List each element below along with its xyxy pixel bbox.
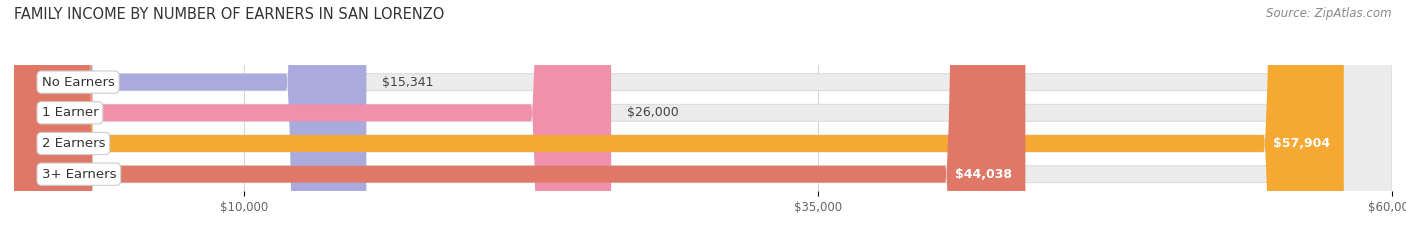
Text: $15,341: $15,341: [382, 76, 434, 89]
FancyBboxPatch shape: [14, 0, 1392, 233]
Text: $26,000: $26,000: [627, 106, 679, 119]
Text: 3+ Earners: 3+ Earners: [42, 168, 117, 181]
Text: No Earners: No Earners: [42, 76, 114, 89]
FancyBboxPatch shape: [14, 0, 1392, 233]
Text: 2 Earners: 2 Earners: [42, 137, 105, 150]
Text: 1 Earner: 1 Earner: [42, 106, 98, 119]
FancyBboxPatch shape: [14, 0, 1392, 233]
FancyBboxPatch shape: [14, 0, 1025, 233]
FancyBboxPatch shape: [14, 0, 367, 233]
Text: $44,038: $44,038: [955, 168, 1011, 181]
Text: Source: ZipAtlas.com: Source: ZipAtlas.com: [1267, 7, 1392, 20]
FancyBboxPatch shape: [14, 0, 1344, 233]
FancyBboxPatch shape: [14, 0, 612, 233]
Text: $57,904: $57,904: [1272, 137, 1330, 150]
FancyBboxPatch shape: [14, 0, 1392, 233]
Text: FAMILY INCOME BY NUMBER OF EARNERS IN SAN LORENZO: FAMILY INCOME BY NUMBER OF EARNERS IN SA…: [14, 7, 444, 22]
